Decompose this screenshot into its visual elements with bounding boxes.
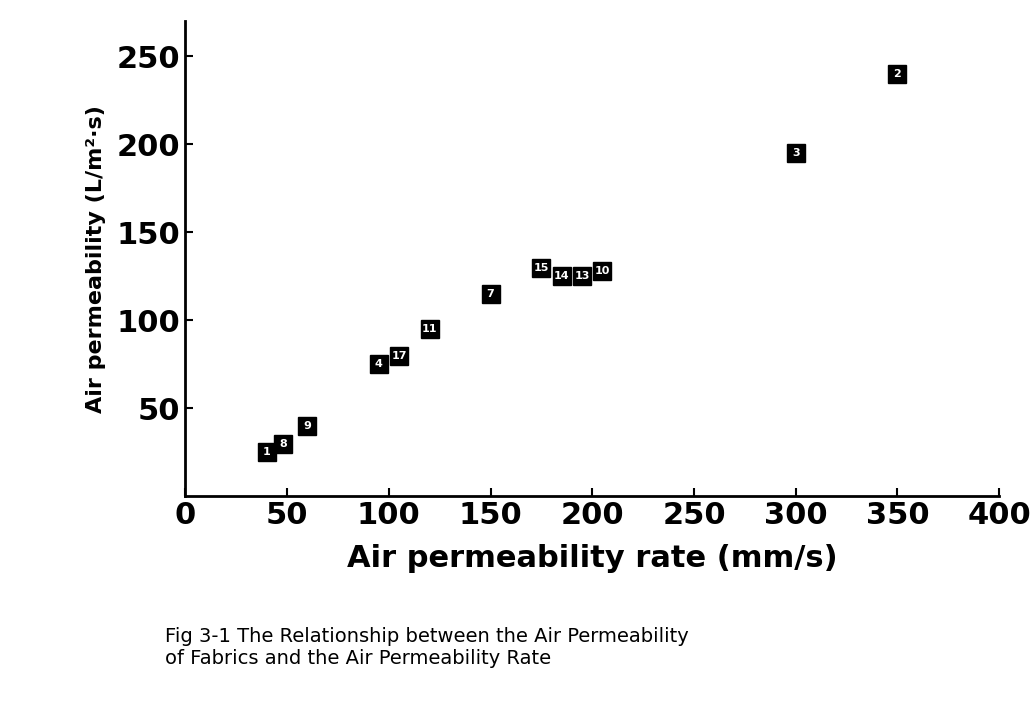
Text: 17: 17: [391, 350, 407, 361]
Text: 11: 11: [421, 324, 438, 334]
Text: 10: 10: [594, 266, 610, 276]
Text: 9: 9: [304, 421, 311, 431]
Text: 1: 1: [263, 447, 271, 457]
Text: 2: 2: [893, 69, 901, 79]
Text: 7: 7: [486, 289, 494, 299]
Text: 14: 14: [554, 272, 570, 281]
Text: Fig 3-1 The Relationship between the Air Permeability
of Fabrics and the Air Per: Fig 3-1 The Relationship between the Air…: [165, 627, 688, 669]
Text: 8: 8: [279, 439, 287, 449]
Y-axis label: Air permeability (L/m²·s): Air permeability (L/m²·s): [85, 105, 106, 413]
Text: 13: 13: [575, 272, 590, 281]
Text: 4: 4: [375, 359, 382, 369]
Text: 3: 3: [792, 148, 799, 158]
Text: 15: 15: [534, 262, 549, 272]
X-axis label: Air permeability rate (mm/s): Air permeability rate (mm/s): [347, 544, 837, 573]
